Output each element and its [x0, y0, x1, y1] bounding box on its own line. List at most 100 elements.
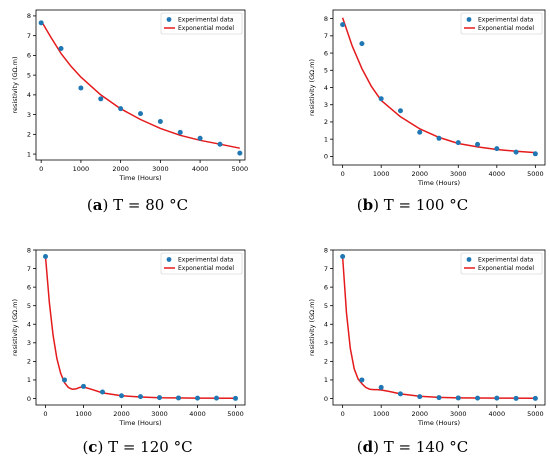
data-point — [494, 395, 500, 401]
data-point — [119, 393, 124, 399]
y-tick-label: 4 — [27, 91, 31, 99]
y-tick-label: 8 — [324, 15, 328, 23]
data-point — [176, 395, 181, 401]
data-point — [217, 141, 223, 147]
legend-label-model: Exponential model — [178, 265, 234, 272]
x-tick-label: 3000 — [450, 170, 467, 178]
legend-box — [460, 252, 543, 275]
x-tick-label: 1000 — [373, 170, 390, 178]
x-tick-label: 5000 — [232, 165, 249, 173]
panel-caption-text: T = 100 °C — [383, 196, 469, 214]
x-tick-label: 0 — [39, 165, 43, 173]
panel-caption-label: a — [92, 196, 103, 214]
panel-caption-label: c — [88, 438, 98, 456]
data-point — [397, 391, 403, 397]
y-tick-label: 5 — [27, 302, 31, 310]
y-tick-label: 8 — [324, 246, 328, 254]
data-point — [475, 395, 481, 401]
y-tick-label: 0 — [324, 395, 328, 403]
panel-caption: (b) T = 100 °C — [356, 196, 469, 214]
legend-box — [160, 12, 243, 35]
data-point — [138, 111, 143, 117]
y-tick-label: 3 — [27, 339, 31, 347]
data-point — [195, 395, 200, 401]
panel-caption-text: T = 120 °C — [108, 438, 193, 456]
legend-marker-experimental — [466, 17, 472, 22]
data-point — [43, 253, 48, 259]
panel-caption-label: d — [362, 438, 374, 456]
x-tick-label: 4000 — [489, 410, 506, 418]
y-tick-label: 3 — [27, 111, 31, 119]
y-tick-label: 5 — [324, 302, 328, 310]
data-point — [38, 20, 44, 26]
legend-marker-experimental — [466, 257, 472, 262]
x-tick-label: 2000 — [113, 410, 130, 418]
data-point — [233, 395, 238, 401]
x-tick-label: 0 — [341, 170, 345, 178]
x-tick-label: 2000 — [112, 165, 129, 173]
x-tick-label: 0 — [43, 410, 47, 418]
data-point — [417, 394, 423, 400]
x-tick-label: 4000 — [189, 410, 206, 418]
x-tick-label: 4000 — [489, 170, 506, 178]
data-point — [494, 146, 500, 152]
legend-label-experimental: Experimental data — [478, 257, 534, 264]
y-tick-label: 1 — [324, 376, 328, 384]
legend-label-model: Exponential model — [178, 25, 234, 32]
x-tick-label: 2000 — [411, 170, 428, 178]
data-point — [436, 135, 442, 141]
data-point — [177, 129, 183, 135]
legend-marker-experimental — [166, 257, 172, 262]
y-tick-label: 7 — [324, 32, 328, 40]
y-tick-label: 1 — [27, 150, 31, 158]
data-point — [98, 96, 104, 102]
data-point — [532, 151, 538, 157]
data-point — [237, 150, 243, 156]
panel-caption: (d) T = 140 °C — [356, 438, 469, 456]
data-point — [340, 22, 346, 28]
data-point — [455, 395, 461, 401]
x-tick-label: 3000 — [152, 165, 169, 173]
data-point — [513, 149, 519, 155]
x-axis-label: Time (Hours) — [118, 174, 161, 182]
x-tick-label: 2000 — [411, 410, 428, 418]
y-tick-label: 7 — [27, 265, 31, 273]
y-axis-label: resistivity (GΩ.m) — [308, 59, 316, 116]
data-point — [58, 45, 64, 51]
x-tick-label: 1000 — [73, 165, 90, 173]
y-tick-label: 3 — [324, 101, 328, 109]
data-point — [513, 395, 519, 401]
legend-label-model: Exponential model — [478, 25, 534, 32]
y-tick-label: 8 — [27, 246, 31, 254]
axes-frame — [35, 249, 246, 406]
data-point — [532, 395, 538, 401]
y-tick-label: 2 — [27, 131, 31, 139]
y-axis-label: resistivity (GΩ.m) — [308, 299, 316, 356]
y-tick-label: 4 — [324, 321, 328, 329]
data-point — [100, 389, 105, 395]
x-tick-label: 4000 — [192, 165, 209, 173]
y-tick-label: 8 — [27, 12, 31, 20]
y-tick-label: 7 — [324, 265, 328, 273]
model-curve — [341, 17, 536, 154]
data-point — [197, 135, 203, 141]
y-tick-label: 2 — [27, 358, 31, 366]
data-point — [436, 395, 442, 401]
x-tick-label: 5000 — [527, 410, 544, 418]
data-point — [78, 85, 84, 91]
chart-panel-d: 0 1000 2000 3000 4000 5000 0 1 2 3 4 5 6 7 8 Time (Hour… — [308, 246, 546, 426]
data-point — [378, 96, 384, 102]
y-tick-label: 1 — [324, 135, 328, 143]
legend-marker-experimental — [166, 17, 172, 22]
data-point — [157, 119, 163, 125]
x-axis-label: Time (Hours) — [118, 419, 161, 426]
data-point — [378, 384, 384, 390]
y-tick-label: 0 — [27, 395, 31, 403]
y-tick-label: 2 — [324, 118, 328, 126]
axes-frame — [332, 249, 546, 406]
legend-box — [160, 252, 243, 275]
panel-caption-text: T = 80 °C — [113, 196, 189, 214]
y-tick-label: 3 — [324, 339, 328, 347]
legend-label-experimental: Experimental data — [178, 257, 234, 264]
